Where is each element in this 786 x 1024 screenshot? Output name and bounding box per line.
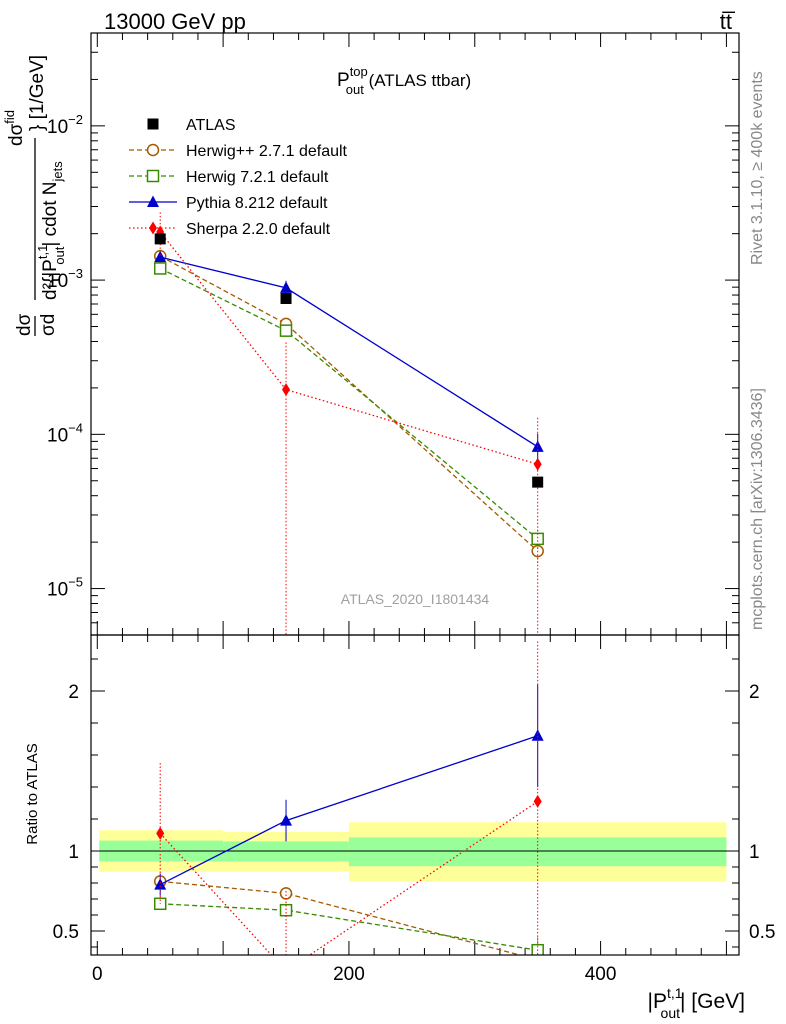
plot-title: Ptop out (ATLAS ttbar) — [337, 64, 471, 97]
legend-label: Pythia 8.212 default — [186, 195, 328, 212]
ratio-point-sherpa — [156, 826, 165, 840]
point-herwig — [531, 532, 544, 546]
ylabel-frac1-den: σd — [38, 314, 59, 336]
legend-label: ATLAS — [186, 117, 236, 134]
ratio-point-pythia — [280, 814, 293, 826]
x-tick-label: 0 — [92, 964, 103, 985]
point-atlas — [532, 476, 544, 488]
ratio-line-herwig — [160, 880, 523, 955]
point-sherpa — [533, 457, 542, 471]
main-panel: 10−5 10−4 10−3 10−2 — [47, 32, 740, 636]
point-pythia — [154, 250, 167, 263]
x-tick-label: 200 — [333, 964, 365, 985]
ratio-point-sherpa — [282, 965, 290, 978]
point-herwig — [153, 262, 167, 275]
y-tick-label: 10−2 — [47, 112, 83, 138]
y-tick-label: 10−5 — [47, 575, 83, 601]
y-tick-label: 10−4 — [47, 420, 83, 446]
point-atlas — [280, 292, 292, 304]
ratio-y-label: Ratio to ATLAS — [24, 743, 41, 844]
legend-marker — [146, 143, 160, 157]
ratio-axis-ticks: 0 200 400 0.5 0.5 1 1 2 2 — [53, 635, 775, 985]
x-tick-label: 400 — [585, 964, 617, 985]
ratio-panel: 0 200 400 0.5 0.5 1 1 2 2 — [53, 634, 775, 985]
point-atlas — [154, 233, 166, 245]
legend-marker — [147, 118, 159, 130]
ylabel-frac2-num: dσfid — [2, 110, 27, 146]
analysis-watermark: ATLAS_2020_I1801434 — [341, 591, 490, 607]
ratio-frame — [90, 634, 740, 956]
point-sherpa — [282, 383, 291, 397]
ratio-point-pythia — [531, 729, 544, 741]
main-axis-ticks: 10−5 10−4 10−3 10−2 — [47, 32, 739, 635]
ratio-tick-label-left: 1 — [68, 842, 79, 863]
beam-label: 13000 GeV pp — [104, 9, 246, 34]
process-label: tt̅ — [720, 9, 736, 34]
ratio-point-herwig — [533, 953, 542, 955]
ylabel-frac2-den: d²{|Pt,1 out| cdot Njets — [35, 161, 67, 300]
ratio-line-herwig — [160, 903, 538, 951]
ratio-data-marks — [153, 641, 544, 978]
legend-marker — [146, 169, 160, 183]
ratio-bands — [91, 822, 739, 882]
ratio-tick-label-right: 2 — [749, 682, 760, 703]
x-axis-label: |Pt,1 out| [GeV] — [648, 985, 746, 1021]
series-line-pythia — [160, 256, 539, 448]
legend-label: Sherpa 2.2.0 default — [186, 221, 331, 238]
ylabel-frac1-num: dσ — [14, 313, 35, 336]
legend-label: Herwig 7.2.1 default — [186, 169, 329, 186]
series-line-herwig — [159, 267, 539, 540]
legend-marker — [147, 195, 159, 207]
legend-label: Herwig++ 2.7.1 default — [186, 143, 348, 160]
y-tick-label: 10−3 — [47, 266, 83, 292]
ratio-tick-label-left: 2 — [68, 682, 79, 703]
point-herwig — [279, 324, 293, 337]
ratio-point-sherpa — [533, 794, 542, 808]
mcplots-label: mcplots.cern.ch [arXiv:1306.3436] — [749, 388, 766, 630]
series-line-sherpa — [159, 231, 538, 465]
ratio-point-pythia — [154, 878, 167, 890]
ratio-tick-label-left: 0.5 — [53, 922, 79, 943]
rivet-label: Rivet 3.1.10, ≥ 400k events — [749, 71, 766, 265]
series-line-herwig — [159, 255, 539, 552]
point-pythia — [280, 281, 293, 293]
ratio-tick-label-right: 0.5 — [749, 922, 775, 943]
main-data-marks — [153, 212, 544, 635]
ratio-tick-label-right: 1 — [749, 842, 760, 863]
ylabel-close: } [1/GeV] — [27, 55, 48, 131]
legend-marker — [149, 221, 157, 235]
y-axis-label: dσ σd dσfid d²{|Pt,1 out| cdot Njets } [1… — [2, 55, 67, 336]
ratio-line-sherpa — [159, 800, 539, 955]
ratio-point-herwig — [279, 887, 293, 900]
legend: ATLAS Herwig++ 2.7.1 default Herwig 7.2.1 … — [129, 117, 348, 238]
